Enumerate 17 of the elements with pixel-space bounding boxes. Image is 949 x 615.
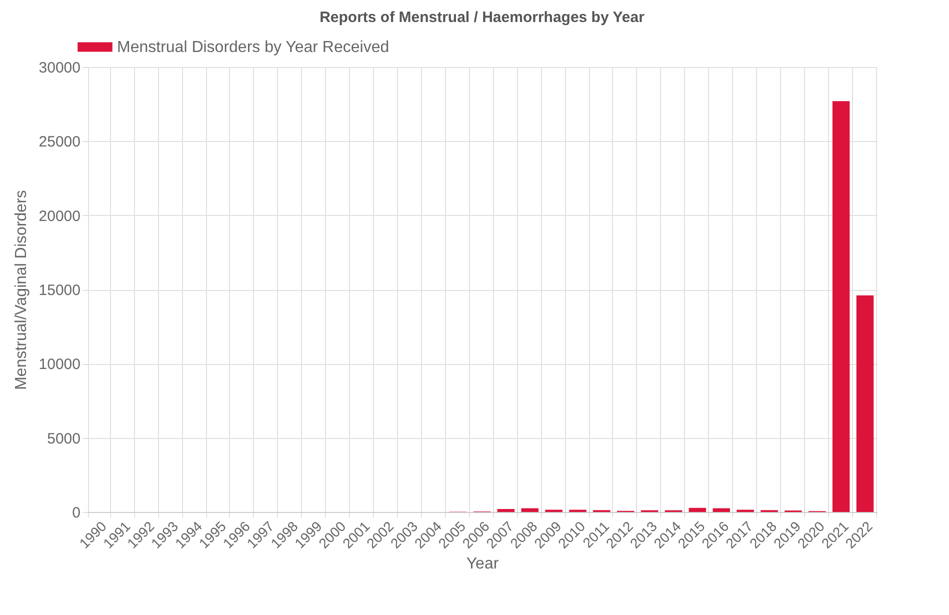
y-tick-label: 10000 [38, 356, 80, 374]
bar [856, 295, 874, 512]
chart-title: Reports of Menstrual / Haemorrhages by Year [320, 9, 645, 26]
bar [521, 508, 538, 512]
bar [712, 508, 730, 512]
y-tick-label: 25000 [38, 134, 80, 151]
y-tick-label: 0 [72, 504, 80, 522]
y-tick-label: 5000 [47, 430, 80, 448]
bar [497, 509, 515, 512]
y-tick-label: 15000 [38, 282, 80, 299]
legend-label: Menstrual Disorders by Year Received [117, 39, 390, 56]
y-tick-label: 30000 [38, 60, 80, 76]
x-axis-title: Year [466, 555, 500, 572]
y-tick-label: 20000 [38, 208, 80, 225]
y-axis-title: Menstrual/Vaginal Disorders [12, 190, 30, 390]
bar [688, 508, 706, 512]
bar [832, 101, 850, 512]
